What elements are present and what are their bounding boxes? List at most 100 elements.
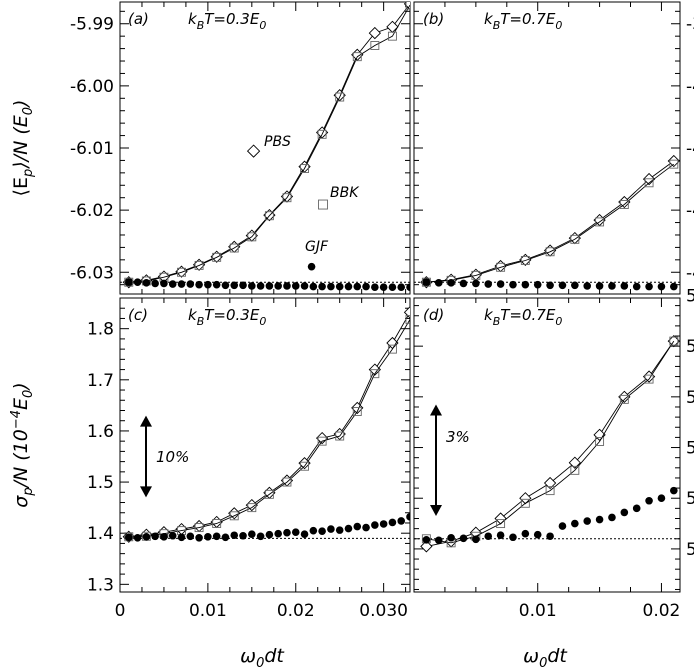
panel-c-gjf-point-1 [133, 534, 142, 542]
panel-a-pbs-point-14 [368, 26, 381, 40]
panel-b-gjf-point-9 [533, 280, 542, 289]
panel-b-gjf-point-18 [645, 282, 653, 291]
panel-b-gjf-point-15 [608, 282, 616, 290]
panel-c-xtick-label-3: 0.030 [359, 601, 408, 621]
panel-a-ytick-label-0: -5.99 [70, 15, 114, 35]
panel-b: -3.99 -4.00 -4.01 -4.02 -4.03 (b) kBT=0.7E0 [413, 1, 694, 295]
panel-a-bbk-point-12 [335, 92, 345, 102]
panel-b-gjf-point-1 [434, 279, 443, 287]
panel-d-gjf-point-10 [546, 532, 554, 541]
panel-b-ytick-label-3: -4.02 [686, 201, 694, 221]
panel-d-gjf-point-6 [496, 531, 505, 540]
y-bot-part-7: ) [10, 382, 32, 391]
panel-d-gjf-point-18 [645, 496, 653, 505]
panel-c-arrow-head-down [140, 486, 152, 498]
panel-c-gjf-point-12 [230, 531, 239, 540]
panel-d-gjf-point-3 [459, 534, 468, 543]
panel-d-temp-sub: B [493, 315, 501, 328]
panel-c-arrow-head-up [140, 415, 152, 427]
panel-a-temp-k: k [188, 10, 198, 28]
panel-d-gjf-point-7 [509, 533, 517, 542]
panel-a-gjf-point-6 [177, 280, 186, 288]
y-axis-label-top: ⟨Ep⟩/N (E0) [10, 100, 36, 197]
y-top-part-4: 0 [21, 107, 36, 115]
panel-d-arrow-label: 3% [446, 428, 470, 446]
legend-bbk-symbol [318, 199, 328, 210]
panel-c-ytick-label-3: 1.6 [87, 422, 114, 442]
panel-b-temp-k: k [484, 10, 494, 28]
panel-d-gjf-point-13 [583, 517, 592, 525]
panel-c-bbk-point-11 [317, 436, 327, 446]
legend-bbk-label: BBK [330, 185, 360, 201]
panel-b-ytick-label-4: -4.03 [686, 263, 694, 283]
panel-d-gjf-point-16 [620, 508, 629, 517]
y-axis-label-bottom: σp/N (10−4E0) [9, 382, 36, 507]
panel-a-gjf-point-20 [300, 282, 309, 290]
panel-a-data-layer [122, 2, 410, 291]
panel-a-gjf-point-30 [388, 283, 397, 291]
panel-a-bbk-point-10 [300, 164, 309, 173]
panel-c-gjf-point-4 [160, 532, 168, 541]
panel-c-ytick-label-5: 1.8 [87, 320, 114, 340]
panel-a-gjf-point-5 [168, 280, 177, 288]
panel-d-plot: 0.01 0.02 5.0 5.1 5.2 5.3 5.4 5.5 [413, 286, 694, 621]
panel-a-bbk-point-8 [264, 211, 274, 221]
panel-d-gjf-point-19 [657, 494, 666, 503]
panel-a-gjf-point-24 [335, 282, 344, 291]
panel-a-gjf-point-17 [274, 282, 282, 290]
panel-c-arrow-label: 10% [156, 448, 189, 466]
panel-c-gjf-point-27 [362, 523, 370, 532]
y-top-part-1: ⟨E [10, 177, 32, 196]
panel-d-gjf-point-15 [608, 513, 616, 522]
panel-c: 0 0.01 0.02 0.030 1.3 1.4 1.5 1.6 1.7 1.8 (c) kBT… [87, 297, 411, 621]
panel-c-gjf-point-32 [406, 513, 410, 521]
panel-a-gjf-point-15 [256, 282, 265, 290]
panel-b-bbk-point-3 [496, 262, 506, 272]
panel-d-arrow-head-down [430, 504, 442, 516]
panel-b-gjf-point-12 [571, 281, 579, 290]
panel-c-bbk-point-5 [212, 519, 222, 528]
panel-c-gjf-point-2 [142, 532, 151, 541]
panel-c-bbk-point-9 [282, 477, 292, 487]
panel-d-bbk-point-10 [669, 336, 679, 346]
panel-c-gjf-point-0 [124, 533, 133, 542]
panel-c-bbk-point-16 [405, 315, 410, 324]
panel-a-ytick-label-2: -6.01 [70, 139, 114, 159]
panel-d-temp-sub2: 0 [555, 315, 562, 328]
panel-d-bbk-point-4 [520, 498, 530, 508]
y-bot-part-5: E [10, 398, 32, 410]
panel-a-ytick-label-1: -6.00 [70, 77, 114, 97]
panel-c-gjf-point-16 [265, 530, 274, 539]
panel-b-gjf-point-5 [484, 280, 493, 288]
panel-b-bbk-point-10 [669, 159, 679, 169]
panel-c-bbk-point-15 [387, 344, 397, 354]
legend-gjf-symbol [307, 262, 316, 271]
panel-c-gjf-point-29 [379, 520, 388, 528]
x-right-omega: ω [523, 645, 539, 667]
panel-c-gjf-point-25 [344, 524, 353, 533]
panel-b-plot: -3.99 -4.00 -4.01 -4.02 -4.03 [413, 2, 694, 294]
panel-c-ytick-label-2: 1.5 [87, 473, 114, 493]
panel-c-gjf-point-15 [256, 532, 265, 541]
panel-c-gjf-point-5 [168, 531, 177, 540]
panel-b-ytick-label-1: -4.00 [686, 77, 694, 97]
panel-c-ytick-label-1: 1.4 [87, 524, 114, 544]
panel-d-ytick-label-4: 5.4 [686, 337, 694, 357]
panel-a-bbk-point-16 [405, 2, 410, 10]
panel-d-bbk-point-5 [545, 486, 555, 496]
panel-c-bbk-point-10 [300, 461, 309, 471]
panel-c-bbk-point-8 [264, 489, 274, 499]
x-left-sub: 0 [256, 656, 264, 669]
panel-d-xtick-label-0: 0.01 [519, 601, 557, 621]
panel-d-pbs-point-6 [568, 456, 581, 469]
y-top-part-3: ⟩/N (E [10, 115, 32, 169]
panel-c-gjf-point-19 [291, 528, 300, 536]
y-bot-part-6: 0 [21, 390, 36, 398]
panel-c-gjf-point-8 [195, 534, 203, 542]
panel-a-gjf-point-27 [362, 282, 370, 291]
panel-a-bbk-point-3 [177, 267, 186, 277]
panel-a-bbk-curve [128, 4, 410, 283]
panel-b-ytick-label-2: -4.01 [686, 139, 694, 159]
panel-d-gjf-point-4 [472, 535, 480, 544]
panel-c-bbk-point-13 [352, 407, 362, 416]
